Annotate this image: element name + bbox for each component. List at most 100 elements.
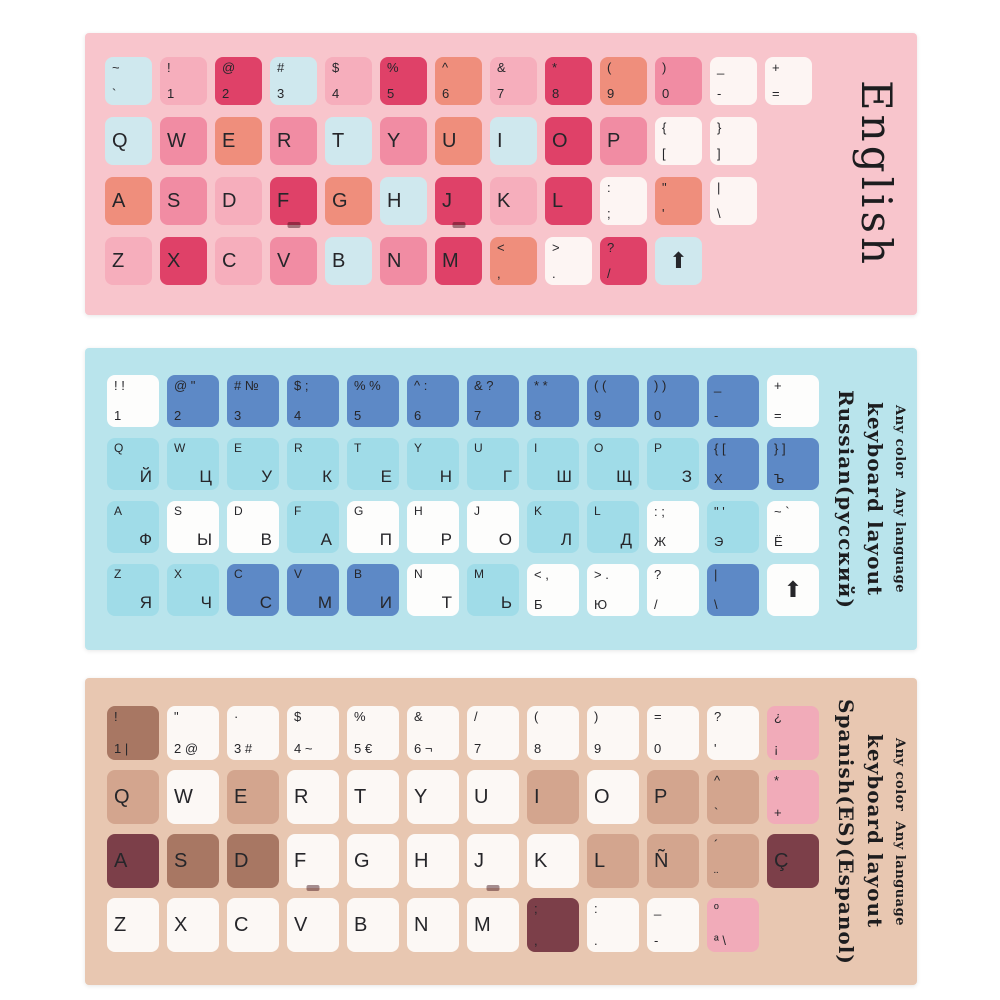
key-legend: Ь bbox=[500, 593, 512, 612]
keycap-sticker: # № 3 bbox=[227, 375, 279, 427]
key-legend: ( bbox=[607, 60, 612, 75]
keycap-sticker: {[ bbox=[655, 117, 702, 165]
homing-bump bbox=[486, 885, 500, 891]
keycap-sticker: A bbox=[107, 834, 159, 888]
key-legend: 3 bbox=[234, 408, 242, 423]
key-legend: * bbox=[552, 60, 558, 75]
key-legend: 5 bbox=[354, 408, 362, 423]
keycap-sticker: $4 ~ bbox=[287, 706, 339, 760]
key-legend: B bbox=[354, 567, 363, 581]
keycap-sticker: ⬆ bbox=[655, 237, 702, 285]
keycap-sticker: U bbox=[435, 117, 482, 165]
keycap-sticker: E bbox=[215, 117, 262, 165]
key-legend: { [ bbox=[714, 441, 726, 456]
key-legend: } bbox=[717, 120, 722, 135]
key-legend: L bbox=[594, 850, 606, 872]
key-legend: J bbox=[474, 504, 480, 518]
keycap-sticker: (9 bbox=[600, 57, 647, 105]
key-legend: Y bbox=[414, 786, 428, 808]
keycap-sticker: F bbox=[287, 834, 339, 891]
key-legend: Ж bbox=[654, 534, 667, 549]
key-legend: N bbox=[414, 567, 423, 581]
keycap-sticker: : ; Ж bbox=[647, 501, 699, 553]
key-legend: И bbox=[379, 593, 392, 612]
key-legend: O bbox=[594, 441, 604, 455]
keycap-sticker: ? / bbox=[600, 237, 647, 285]
key-legend: А bbox=[320, 530, 332, 549]
key-legend: " bbox=[662, 180, 667, 195]
key-legend: O bbox=[552, 130, 568, 152]
keycap-sticker: " 2 @ bbox=[167, 706, 219, 760]
key-legend: _ bbox=[654, 901, 662, 916]
keycap-sticker: I bbox=[527, 770, 579, 824]
key-legend: % % bbox=[354, 378, 381, 393]
keycap-sticker: V bbox=[287, 898, 339, 952]
key-legend: ` bbox=[714, 805, 719, 820]
key-legend: : ; bbox=[654, 504, 665, 519]
key-legend: + bbox=[772, 60, 780, 75]
key-legend: Q bbox=[112, 130, 128, 152]
key-legend: ^ bbox=[714, 773, 721, 788]
keycap-sticker: + = bbox=[765, 57, 812, 105]
keycap-sticker: ) 9 bbox=[587, 706, 639, 760]
keycap-sticker: E bbox=[227, 770, 279, 824]
key-row: Q Й W Ц E У R К T Е Y Н U Г I Ш O Щ P З{ [Х} ] Ъ bbox=[107, 438, 819, 490]
key-legend: = bbox=[654, 709, 662, 724]
key-legend: Q bbox=[114, 786, 130, 808]
key-legend: ( ( bbox=[594, 378, 607, 393]
key-legend: Ñ bbox=[654, 850, 669, 872]
key-legend: $ bbox=[294, 709, 302, 724]
key-legend: ' bbox=[662, 206, 665, 221]
key-legend: ⬆ bbox=[783, 577, 803, 602]
key-legend: F bbox=[294, 504, 302, 518]
keycap-sticker: @ " 2 bbox=[167, 375, 219, 427]
key-row: ~ `! 1 @2 #3 $4% 5 ^ 6 & 7 * 8(9) 0 _ - + = bbox=[105, 57, 812, 105]
russian-key-grid: ! ! 1 @ " 2 # № 3 $ ; 4 % % 5 ^ : 6 & ? 7 * * 8 ( (9) ) 0… bbox=[85, 348, 819, 616]
key-legend: H bbox=[387, 190, 402, 212]
keycap-sticker: S bbox=[167, 834, 219, 888]
key-legend: M bbox=[474, 567, 484, 581]
label-line: keyboard layout bbox=[863, 734, 887, 929]
keycap-sticker: ) 0 bbox=[655, 57, 702, 105]
key-legend: D bbox=[234, 504, 243, 518]
key-legend: = bbox=[772, 86, 780, 101]
key-legend: V bbox=[294, 914, 308, 936]
key-legend: V bbox=[277, 250, 291, 272]
english-key-grid: ~ `! 1 @2 #3 $4% 5 ^ 6 & 7 * 8(9) 0 _ - + = Q W E R T Y U I O P{[}]… bbox=[85, 33, 812, 285]
key-legend: > . bbox=[594, 567, 609, 582]
key-legend: K bbox=[497, 190, 511, 212]
key-legend: P bbox=[654, 786, 668, 808]
key-legend: 1 bbox=[167, 86, 175, 101]
keycap-sticker: ´ ¨ bbox=[707, 834, 759, 888]
keycap-sticker: M bbox=[467, 898, 519, 952]
keycap-sticker: ) ) 0 bbox=[647, 375, 699, 427]
key-legend: H bbox=[414, 850, 429, 872]
key-legend: E bbox=[234, 441, 243, 455]
key-row: A S D F G H J K L Ñ ´ ¨ Ç bbox=[107, 834, 819, 891]
key-legend: J bbox=[474, 850, 484, 872]
spanish-key-grid: ! 1 | " 2 @ · 3 # $4 ~% 5 € & 6 ¬/7(8) 9 = 0? ' ¿ ¡ Q W E R… bbox=[85, 678, 819, 952]
keycap-sticker: L bbox=[545, 177, 592, 225]
key-legend: % bbox=[354, 709, 366, 724]
label-line: English bbox=[852, 79, 901, 269]
key-legend: 1 | bbox=[114, 741, 129, 756]
key-legend: ? bbox=[607, 240, 615, 255]
key-legend: W bbox=[174, 441, 186, 455]
key-legend: Ç bbox=[774, 850, 789, 872]
key-legend: N bbox=[414, 914, 429, 936]
keycap-sticker: Y bbox=[407, 770, 459, 824]
key-legend: 8 bbox=[534, 408, 542, 423]
key-legend: Х bbox=[714, 471, 723, 486]
key-legend: L bbox=[552, 190, 564, 212]
keycap-sticker: & ? 7 bbox=[467, 375, 519, 427]
keycap-sticker: D bbox=[215, 177, 262, 225]
